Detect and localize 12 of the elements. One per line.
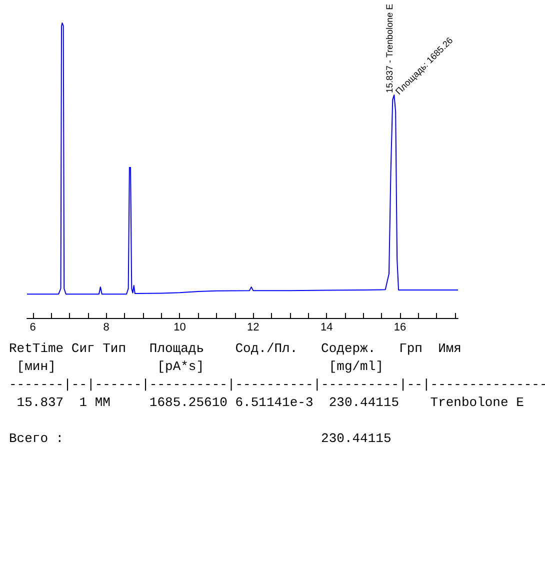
text: [мин] [pA*s] [mg/ml] <box>16 358 384 376</box>
text: 15.837 1 MM 1685.25610 6.51141e-3 230.44115 Trenbolone E <box>16 394 525 412</box>
text: -------|--|------|----------|----------|----------|--|--------------- <box>9 376 545 394</box>
text: RetTime Сиг Тип Площадь Сод./Пл. Содерж. Грп Имя <box>9 340 462 358</box>
x-tick-label: 12 <box>247 322 260 334</box>
x-tick-label: 8 <box>103 322 110 334</box>
x-tick-label: 10 <box>174 322 186 334</box>
x-tick-label: 6 <box>30 322 36 334</box>
x-tick-label: 16 <box>394 322 406 334</box>
text: Всего : 230.44115 <box>9 430 392 448</box>
x-tick-label: 14 <box>320 322 333 334</box>
annotation: 15.837 - Trenbolone E <box>384 4 395 93</box>
